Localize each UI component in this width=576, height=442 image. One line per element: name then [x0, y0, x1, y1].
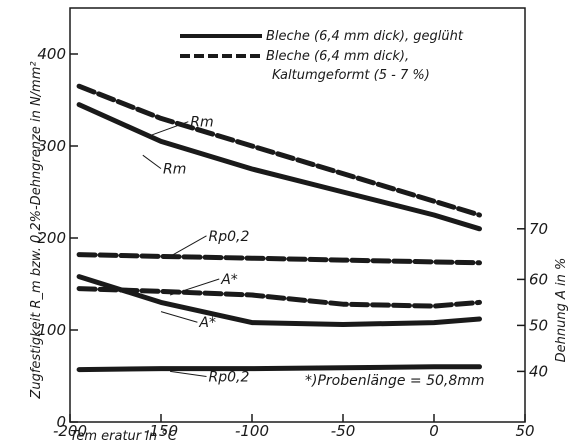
- series-curves: [76, 83, 482, 373]
- axis-ticks: -200 -150 -100 -50 0 50 0 100 200 300 400 40 50 60 70: [37, 45, 548, 440]
- y-axis-right-title: Dehnung A in %: [554, 258, 569, 363]
- series-label-3: A*: [220, 272, 238, 288]
- legend-label-kaltumgeformt: Bleche (6,4 mm dick),: [266, 49, 409, 64]
- y-left-tick-label-1: 100: [37, 321, 66, 339]
- specimen-length-note: *)Probenlänge = 50,8mm: [305, 373, 485, 389]
- x-tick-label-2: -100: [235, 422, 269, 440]
- series-label-leader-4: [160, 311, 198, 323]
- y-left-tick-label-2: 200: [37, 229, 66, 247]
- series-label-leader-2: [169, 235, 207, 257]
- x-tick-label-4: 0: [429, 422, 439, 440]
- series-label-1: Rm: [163, 162, 186, 178]
- series-label-2: Rp0,2: [209, 229, 250, 245]
- series-label-leader-1: [142, 154, 162, 170]
- x-axis-title: Tem eratur in °C: [70, 429, 178, 442]
- series-labels: Rm Rm Rp0,2 A* A* Rp0,2: [142, 115, 250, 386]
- y-left-tick-label-3: 300: [37, 137, 66, 155]
- x-tick-label-0: -200: [53, 422, 87, 440]
- y-right-tick-label-1: 50: [529, 316, 548, 334]
- series-label-5: Rp0,2: [209, 370, 250, 386]
- series-line-5: [76, 364, 482, 373]
- y-right-tick-label-3: 70: [529, 220, 548, 238]
- x-tick-label-3: -50: [331, 422, 356, 440]
- x-tick-label-1: -150: [144, 422, 178, 440]
- y-left-tick-label-0: 0: [56, 413, 66, 431]
- series-label-leader-5: [170, 370, 207, 378]
- series-line-4: [76, 274, 482, 327]
- legend: Bleche (6,4 mm dick), geglüht Bleche (6,…: [180, 29, 464, 83]
- y-right-tick-label-0: 40: [529, 362, 548, 380]
- x-tick-label-5: 50: [515, 422, 534, 440]
- series-line-0: [76, 83, 482, 218]
- y-left-tick-label-4: 400: [37, 45, 66, 63]
- series-label-4: A*: [198, 315, 216, 331]
- series-line-1: [76, 102, 482, 232]
- series-label-0: Rm: [190, 115, 213, 131]
- legend-subline: Kaltumgeformt (5 - 7 %): [272, 68, 430, 83]
- y-axis-left-title: Zugfestigkeit R_m bzw. 0,2%-Dehngrenze i…: [29, 61, 44, 399]
- series-label-leader-3: [169, 278, 220, 296]
- legend-label-geglueht: Bleche (6,4 mm dick), geglüht: [266, 29, 464, 44]
- series-label-leader-0: [151, 121, 189, 136]
- plot-frame: [69, 7, 526, 423]
- y-right-tick-label-2: 60: [529, 270, 548, 288]
- series-line-3: [76, 286, 482, 309]
- series-line-2: [76, 252, 482, 266]
